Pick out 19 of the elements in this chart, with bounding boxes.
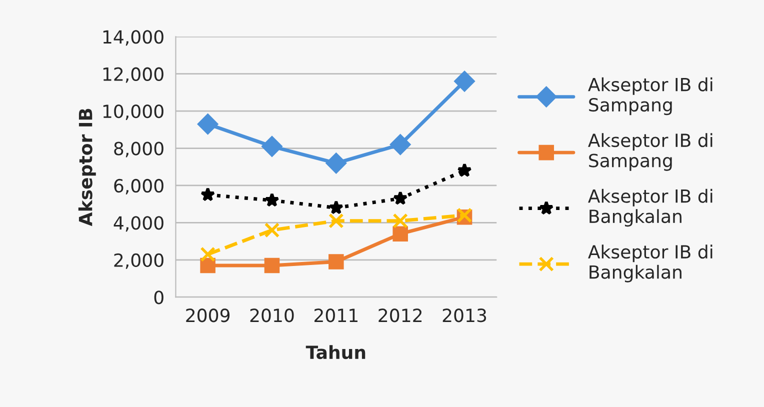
y-tick-label: 12,000 [103, 67, 164, 83]
y-tick-label: 10,000 [103, 104, 164, 120]
x-tick-label: 2013 [442, 308, 486, 322]
y-tick-label: 8,000 [114, 142, 164, 158]
legend-label: Akseptor IB di Sampang [588, 133, 712, 171]
y-tick-label: 4,000 [114, 216, 164, 232]
x-tick-label: 2009 [186, 308, 230, 322]
legend-label: Akseptor IB di Bangkalan [588, 244, 712, 282]
y-tick-label: 6,000 [114, 178, 164, 194]
y-axis-title: Akseptor IB [78, 108, 96, 226]
y-tick-label: 2,000 [114, 253, 164, 269]
y-tick-label: 0 [154, 290, 164, 304]
legend-label: Akseptor IB di Bangkalan [588, 188, 712, 227]
x-tick-label: 2011 [314, 308, 358, 322]
y-tick-label: 14,000 [103, 30, 164, 46]
x-tick-label: 2010 [250, 308, 294, 322]
legend-label: Akseptor IB di Sampang [588, 77, 712, 116]
x-tick-label: 2012 [378, 308, 422, 322]
x-axis-title: Tahun [306, 345, 366, 360]
